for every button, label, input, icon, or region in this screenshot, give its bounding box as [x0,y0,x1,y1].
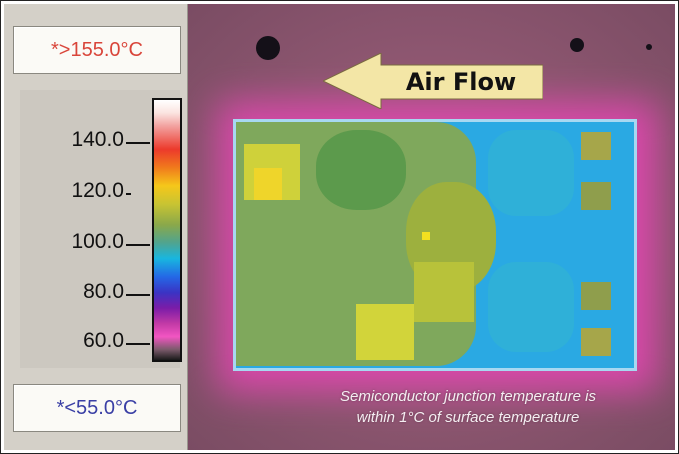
mounting-hole [646,44,652,50]
tick-mark [126,294,150,296]
min-temperature-label: *<55.0°C [13,384,181,432]
hot-spot [254,168,282,200]
hot-spot [356,304,414,360]
max-temperature-label: *>155.0°C [13,26,181,74]
air-flow-arrow [323,53,543,109]
cool-region [488,130,574,216]
hot-spot [422,232,430,240]
image-caption: Semiconductor junction temperature is wi… [268,386,668,428]
temperature-scale-panel: *>155.0°C 140.0 120.0 100.0 80.0 60.0 *<… [4,4,188,450]
caption-line: Semiconductor junction temperature is [340,388,596,405]
tick-mark [126,343,150,345]
hot-spot [414,262,474,322]
tick-mark [126,193,131,195]
air-flow-label: Air Flow [405,68,517,96]
circuit-board [233,119,637,371]
pad [581,182,611,210]
caption-line: within 1°C of surface temperature [356,409,580,426]
tick-label: 120.0 [71,179,124,202]
color-scale-bar [152,98,182,362]
tick-label: 80.0 [83,280,124,303]
tick-label: 60.0 [83,329,124,352]
pad [581,282,611,310]
thermal-image: Air Flow Semiconductor junction temperat… [188,4,675,450]
mounting-hole [570,38,584,52]
tick-label: 100.0 [71,230,124,253]
pad [581,328,611,356]
pad [581,132,611,160]
component-region [316,130,406,210]
tick-label: 140.0 [71,128,124,151]
mounting-hole [256,36,280,60]
cool-region [488,262,574,352]
tick-mark [126,142,150,144]
tick-mark [126,244,150,246]
